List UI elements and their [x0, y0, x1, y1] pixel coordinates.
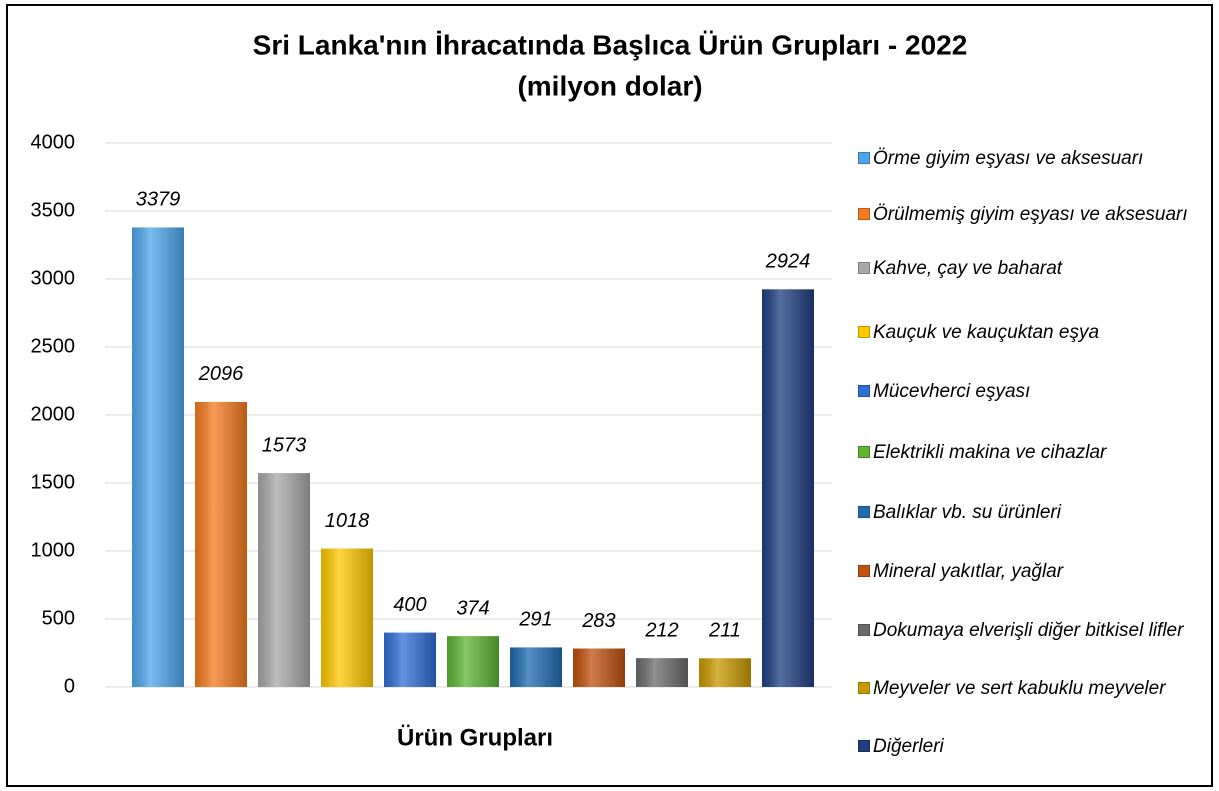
legend-swatch [858, 326, 870, 338]
legend-entry: Kauçuk ve kauçuktan eşya [858, 320, 1210, 346]
legend-entry: Örme giyim eşyası ve aksesuarı [858, 146, 1210, 172]
y-tick-label: 4000 [31, 131, 76, 153]
y-tick-label: 2500 [31, 335, 76, 357]
legend-entry: Diğerleri [858, 734, 1210, 760]
bar-shine [384, 632, 436, 687]
legend-swatch [858, 565, 870, 577]
legend-label: Örülmemiş giyim eşyası ve aksesuarı [873, 204, 1188, 225]
legend-swatch [858, 740, 870, 752]
data-label: 1018 [325, 510, 370, 532]
legend-label: Örme giyim eşyası ve aksesuarı [873, 148, 1144, 169]
bar-shine [132, 227, 184, 687]
x-axis-label: Ürün Grupları [397, 724, 553, 751]
y-tick-label: 1000 [31, 539, 76, 561]
data-label: 291 [518, 609, 552, 631]
legend-swatch [858, 152, 870, 164]
legend-swatch [858, 624, 870, 636]
legend-swatch [858, 446, 870, 458]
frame [6, 4, 1213, 787]
chart-subtitle: (milyon dolar) [517, 70, 702, 101]
bar-shine [510, 647, 562, 687]
legend-label: Mineral yakıtlar, yağlar [873, 561, 1064, 582]
y-tick-label: 3000 [31, 267, 76, 289]
bar-shine [699, 658, 751, 687]
legend-swatch [858, 385, 870, 397]
data-label: 3379 [136, 189, 181, 211]
legend-swatch [858, 682, 870, 694]
legend-label: Elektrikli makina ve cihazlar [873, 442, 1107, 463]
y-tick-label: 2000 [31, 403, 76, 425]
legend-swatch [858, 262, 870, 274]
bar-shine [636, 658, 688, 687]
bar-shine [258, 473, 310, 687]
data-label: 211 [708, 620, 741, 642]
legend-label: Dokumaya elverişli diğer bitkisel lifler [873, 620, 1184, 641]
data-label: 400 [393, 594, 426, 616]
y-tick-label: 3500 [31, 199, 76, 221]
legend-label: Mücevherci eşyası [873, 381, 1031, 402]
chart-title: Sri Lanka'nın İhracatında Başlıca Ürün G… [253, 29, 968, 60]
y-tick-label: 500 [42, 607, 75, 629]
legend-entry: Mücevherci eşyası [858, 379, 1210, 405]
legend-swatch [858, 208, 870, 220]
legend-label: Balıklar vb. su ürünleri [873, 502, 1061, 523]
y-tick-label: 0 [64, 675, 75, 697]
bar-shine [321, 548, 373, 687]
legend-entry: Balıklar vb. su ürünleri [858, 500, 1210, 526]
legend-entry: Dokumaya elverişli diğer bitkisel lifler [858, 618, 1210, 644]
data-label: 283 [581, 610, 615, 632]
legend-entry: Mineral yakıtlar, yağlar [858, 559, 1210, 585]
bar-shine [195, 401, 247, 687]
data-label: 374 [456, 597, 489, 619]
legend-entry: Kahve, çay ve baharat [858, 256, 1210, 282]
legend-label: Kahve, çay ve baharat [873, 258, 1063, 279]
bar-shine [762, 289, 814, 687]
legend-entry: Örülmemiş giyim eşyası ve aksesuarı [858, 202, 1210, 228]
bar-shine [573, 648, 625, 687]
legend-swatch [858, 506, 870, 518]
data-label: 1573 [262, 434, 307, 456]
data-label: 2096 [198, 363, 244, 385]
legend-entry: Elektrikli makina ve cihazlar [858, 440, 1210, 466]
legend-label: Kauçuk ve kauçuktan eşya [873, 322, 1100, 343]
legend-label: Meyveler ve sert kabuklu meyveler [873, 678, 1166, 699]
data-label: 212 [644, 619, 678, 641]
legend-label: Diğerleri [873, 736, 944, 757]
legend-entry: Meyveler ve sert kabuklu meyveler [858, 676, 1210, 702]
data-label: 2924 [765, 251, 811, 273]
y-tick-label: 1500 [31, 471, 76, 493]
bar-shine [447, 636, 499, 687]
